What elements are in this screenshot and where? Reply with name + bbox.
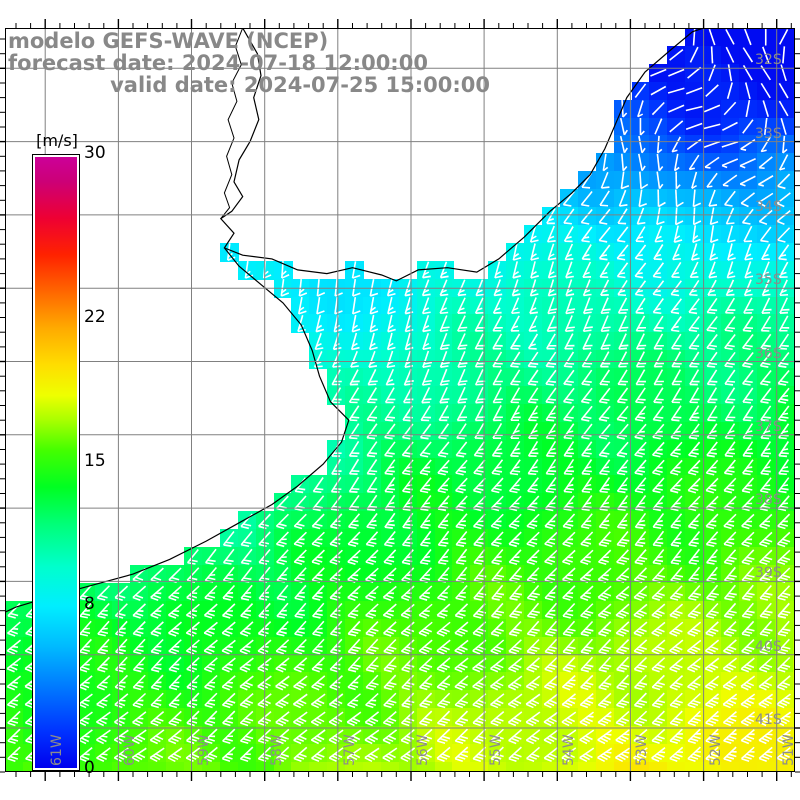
longitude-label: 56W (414, 734, 431, 766)
longitude-label: 51W (780, 734, 797, 766)
graticule-gridlines (5, 28, 795, 772)
latitude-label: 35S (755, 272, 782, 289)
latitude-label: 33S (755, 125, 782, 142)
colorbar-tick-label: 30 (84, 143, 106, 163)
latitude-label: 39S (755, 565, 782, 582)
colorbar-tick-label: 0 (84, 758, 95, 778)
colorbar-tick-label: 15 (84, 450, 106, 471)
colorbar-tick-label: 8 (84, 594, 95, 614)
latitude-label: 32S (755, 52, 782, 69)
wind-speed-raster (5, 28, 795, 772)
longitude-label: 58W (268, 734, 285, 766)
longitude-label: 57W (341, 734, 358, 766)
colorbar-gradient (33, 155, 79, 770)
latitude-label: 34S (755, 198, 782, 215)
longitude-label: 59W (195, 734, 212, 766)
latitude-label: 41S (755, 712, 782, 729)
longitude-label: 52W (707, 734, 724, 766)
colorbar[interactable] (33, 155, 79, 770)
forecast-date-label: forecast date: 2024-07-18 12:00:00 (8, 51, 428, 75)
latitude-label: 37S (755, 418, 782, 435)
coastline-path (219, 28, 704, 282)
longitude-label: 55W (488, 734, 505, 766)
longitude-label: 54W (561, 734, 578, 766)
page-title: modelo GEFS-WAVE (NCEP) (8, 29, 329, 53)
coastline-path (220, 28, 244, 219)
wind-speed-canvas (5, 28, 795, 772)
longitude-label: 53W (634, 734, 651, 766)
map-plot-area[interactable] (5, 28, 795, 772)
latitude-label: 38S (755, 492, 782, 509)
longitude-label: 60W (122, 734, 139, 766)
colorbar-units-label: [m/s] (36, 131, 78, 150)
latitude-label: 36S (755, 345, 782, 362)
longitude-label: 61W (49, 734, 66, 766)
colorbar-tick-label: 22 (84, 307, 106, 327)
valid-date-label: valid date: 2024-07-25 15:00:00 (110, 73, 490, 97)
latitude-label: 40S (755, 638, 782, 655)
